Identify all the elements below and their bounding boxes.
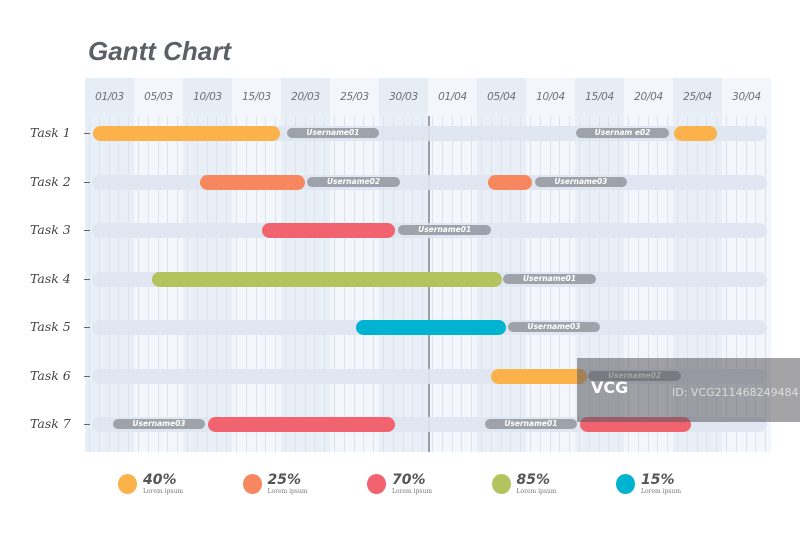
date-tick-label: 10/04 xyxy=(526,78,575,112)
date-tick-label: 01/03 xyxy=(85,78,134,112)
date-tick-label: 05/03 xyxy=(134,78,183,112)
date-tick-label: 25/04 xyxy=(673,78,722,112)
grid-line xyxy=(89,116,90,452)
task-tick xyxy=(84,327,90,328)
legend-caption: Lorem ipsum xyxy=(392,488,433,495)
task-bar xyxy=(92,126,280,141)
task-tick xyxy=(84,133,90,134)
task-label: Task 6 xyxy=(30,367,71,383)
watermark-id: ID: VCG211468249484 xyxy=(672,386,799,399)
legend-swatch xyxy=(242,474,262,494)
legend-value: 70% xyxy=(392,472,426,488)
legend-caption: Lorem ipsum xyxy=(267,488,308,495)
date-tick-label: 10/03 xyxy=(183,78,232,112)
task-bar xyxy=(261,223,396,238)
legend-value: 40% xyxy=(143,472,177,488)
date-tick-label: 20/03 xyxy=(281,78,330,112)
legend-value: 25% xyxy=(267,472,302,488)
legend-caption: Lorem ipsum xyxy=(516,488,557,495)
date-tick-label: 30/03 xyxy=(379,78,428,112)
legend-caption: Lorem ipsum xyxy=(143,488,184,495)
assignee-label: Username01 xyxy=(484,419,577,429)
task-bar xyxy=(355,320,506,335)
date-tick-label: 01/04 xyxy=(428,78,477,112)
task-label: Task 3 xyxy=(30,222,71,237)
task-bar xyxy=(491,368,587,384)
date-tick-label: 15/04 xyxy=(575,78,624,112)
grid-line xyxy=(765,116,767,452)
assignee-label: Usernam e02 xyxy=(575,128,670,138)
chart-title: Gantt Chart xyxy=(88,36,231,66)
date-tick-label: 30/04 xyxy=(722,78,771,112)
task-label: Task 1 xyxy=(30,125,71,140)
task-tick xyxy=(84,278,90,280)
task-bar xyxy=(152,271,502,287)
legend-value: 85% xyxy=(516,472,551,488)
task-label: Task 4 xyxy=(30,270,71,286)
watermark-brand: VCG xyxy=(591,378,629,397)
assignee-label: Username01 xyxy=(398,225,492,235)
assignee-label: Username03 xyxy=(112,419,206,429)
date-tick-label: 05/04 xyxy=(477,78,526,112)
task-bar xyxy=(673,126,718,141)
assignee-label: Username01 xyxy=(502,273,597,284)
task-bar xyxy=(207,417,396,432)
task-label: Task 2 xyxy=(30,173,71,189)
task-tick xyxy=(84,230,90,231)
task-bar xyxy=(487,174,532,190)
date-tick-label: 15/03 xyxy=(232,78,281,112)
task-tick xyxy=(84,375,90,377)
legend-swatch xyxy=(118,474,137,494)
legend-value: 15% xyxy=(641,472,675,488)
task-bar xyxy=(200,174,305,190)
task-label: Task 5 xyxy=(30,319,71,334)
assignee-label: Username03 xyxy=(534,176,627,187)
task-tick xyxy=(84,424,90,425)
assignee-label: Username01 xyxy=(286,128,379,138)
legend-caption: Lorem ipsum xyxy=(641,488,682,495)
task-label: Task 7 xyxy=(30,416,71,431)
task-tick xyxy=(84,181,90,183)
legend-swatch xyxy=(491,474,511,494)
legend-swatch xyxy=(616,474,635,494)
date-tick-label: 25/03 xyxy=(330,78,379,112)
watermark: VCG ID: VCG211468249484 xyxy=(577,358,800,422)
legend-swatch xyxy=(367,474,386,494)
task-track xyxy=(92,174,767,190)
assignee-label: Username02 xyxy=(306,176,401,187)
gantt-area: 01/03 05/03 10/03 15/03 20/03 25/03 30/03 01/04… xyxy=(85,78,771,452)
date-tick-label: 20/04 xyxy=(624,78,673,112)
assignee-label: Username03 xyxy=(507,322,600,332)
